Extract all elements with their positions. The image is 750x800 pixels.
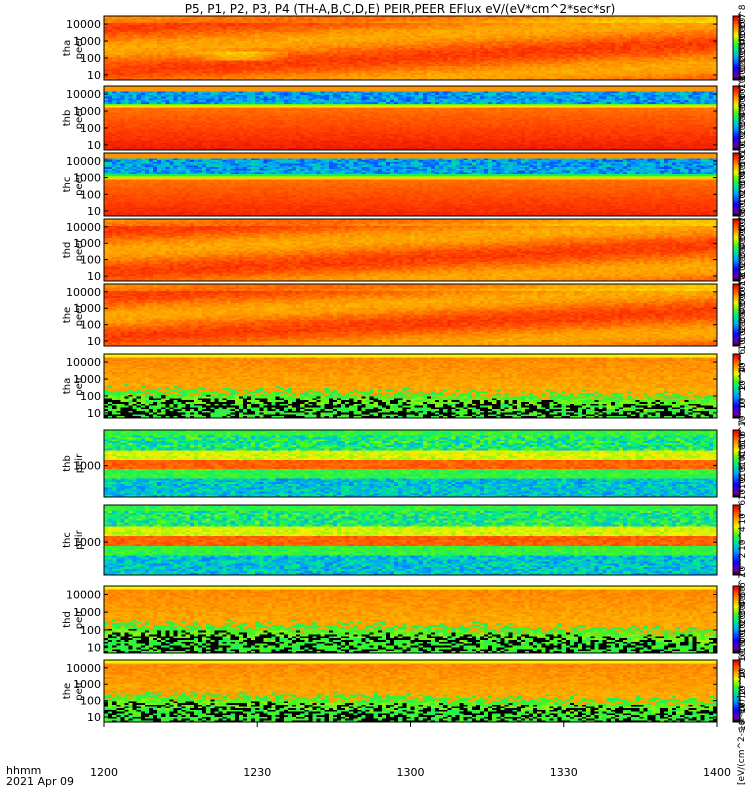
panel-label-instrument: peer (74, 106, 85, 130)
panel-label-instrument: peir (74, 453, 85, 473)
y-tick-label: 10000 (66, 286, 101, 299)
panel-label-instrument: peer (74, 172, 85, 196)
heatmap-cells-the-peir (104, 660, 718, 723)
heatmap-cells-tha-peer (104, 16, 718, 81)
y-tick-label: 10 (87, 335, 101, 348)
heatmap-cells-thc-peir (104, 505, 718, 576)
panel-label-probe: thb (62, 455, 73, 472)
heatmap-cells-thd-peer (104, 219, 718, 282)
panel-label-instrument: peer (74, 238, 85, 262)
colorbar-tick-label: 10^2 (738, 476, 748, 501)
y-tick-label: 10000 (66, 88, 101, 101)
x-tick-label: 1400 (703, 766, 731, 779)
colorbar-tick-label: 10^4 (738, 526, 748, 551)
panel-label-instrument: peir (74, 375, 85, 395)
panel-label-instrument: peer (74, 303, 85, 327)
date-label: 2021 Apr 09 (6, 775, 74, 788)
colorbar-thc-peir: 10^610^410^2 (733, 500, 748, 578)
panel-label-instrument: peir (74, 529, 85, 549)
panel-label-instrument: peir (74, 680, 85, 700)
heatmap-cells-the-peer (104, 284, 718, 347)
y-tick-label: 10000 (66, 155, 101, 168)
panel-label-probe: thb (62, 110, 73, 127)
y-tick-label: 10 (87, 642, 101, 655)
y-tick-label: 10000 (66, 588, 101, 601)
panel-label-probe: thd (62, 242, 73, 259)
y-tick-label: 10000 (66, 18, 101, 31)
panel-label-instrument: peir (74, 609, 85, 629)
x-tick-label: 1200 (90, 766, 118, 779)
panel-label-probe: tha (62, 378, 73, 394)
y-tick-label: 10000 (66, 662, 101, 675)
colorbar-unit-label: [eV/(cm^2-s-sr-eV)] (737, 695, 747, 785)
panel-label-instrument: peer (74, 36, 85, 60)
panel-label-probe: thc (62, 177, 73, 193)
chart-title: P5, P1, P2, P3, P4 (TH-A,B,C,D,E) PEIR,P… (185, 2, 616, 16)
panel-label-probe: thc (62, 532, 73, 548)
y-tick-label: 10000 (66, 221, 101, 234)
y-tick-label: 10 (87, 205, 101, 218)
colorbar-thd-peir: 10^710^610^510^410^310^210^110^0 (733, 573, 748, 662)
colorbar-tick-label: 10^6 (738, 500, 748, 525)
x-axis: 1200 1230 1300 1330 1400 (90, 722, 731, 779)
y-tick-label: 10 (87, 711, 101, 724)
heatmap-cells-thd-peir (104, 586, 718, 654)
heatmap-cells-tha-peir (104, 354, 718, 419)
panel-label-probe: the (62, 683, 73, 699)
spectrogram-figure: P5, P1, P2, P3, P4 (TH-A,B,C,D,E) PEIR,P… (0, 0, 750, 800)
colorbar-tha-peir: 10^610^410^210^0 (733, 349, 748, 427)
y-tick-label: 10 (87, 139, 101, 152)
x-tick-label: 1300 (397, 766, 425, 779)
panel-label-probe: tha (62, 40, 73, 56)
colorbar-tick-label: 10^2 (738, 326, 748, 351)
panel-label-probe: the (62, 307, 73, 323)
y-tick-label: 10 (87, 69, 101, 82)
y-tick-label: 10000 (66, 356, 101, 369)
x-tick-label: 1230 (243, 766, 271, 779)
x-tick-label: 1330 (550, 766, 578, 779)
y-tick-label: 10 (87, 270, 101, 283)
heatmap-cells-thc-peer (104, 153, 718, 217)
y-tick-label: 10 (87, 407, 101, 420)
colorbar-the-peer: 10^810^710^610^510^410^310^2 (733, 272, 748, 350)
heatmap-cells-thb-peer (104, 86, 718, 151)
heatmap-cells-thb-peir (104, 430, 718, 498)
colorbar-thb-peir: 10^710^610^510^410^310^2 (733, 420, 748, 501)
panel-label-probe: thd (62, 611, 73, 628)
